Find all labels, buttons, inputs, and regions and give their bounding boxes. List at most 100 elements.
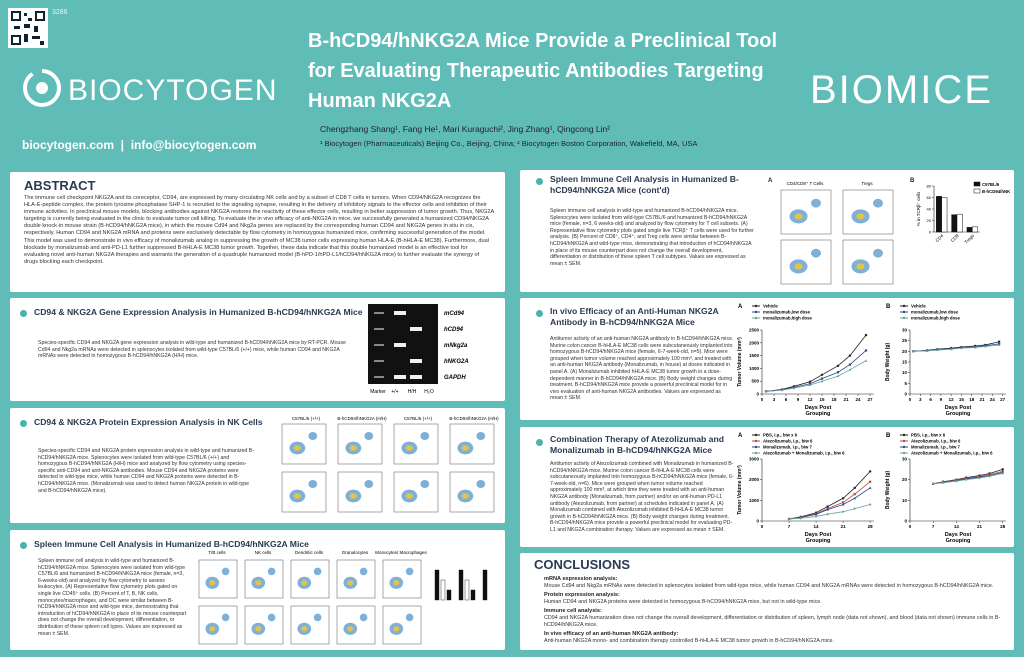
flow-plot xyxy=(337,423,383,465)
conclusions-list: mRNA expression analysis: Mouse Cd94 and … xyxy=(544,574,1006,645)
group-label: C57BL/6 (+/+) xyxy=(292,416,321,421)
data-point xyxy=(820,379,824,383)
x-tick-label: 12 xyxy=(807,397,813,402)
x-tick-label: 15 xyxy=(819,397,825,402)
data-point xyxy=(836,371,840,374)
plot-label: T/B cells xyxy=(208,550,226,555)
flow-plot xyxy=(842,189,894,235)
plot-label: Tregs xyxy=(861,181,873,186)
legend-marker xyxy=(754,445,758,449)
lane-label: Marker xyxy=(370,389,386,395)
x-tick-label: 24 xyxy=(990,397,996,402)
flow-density xyxy=(221,567,230,576)
flow-density xyxy=(347,626,354,632)
conclusion-text: CD94 and NKG2A humanization does not cha… xyxy=(544,615,1001,628)
flow-density xyxy=(293,493,301,499)
legend-label: Vehicle xyxy=(763,304,778,309)
legend-marker xyxy=(754,316,758,320)
panel-title: CD94 & NKG2A Gene Expression Analysis in… xyxy=(34,307,363,317)
group-label: B-hCD94/hNKG2A (H/H) xyxy=(337,416,387,421)
x-tick-label: 7 xyxy=(788,524,791,529)
flow-density xyxy=(476,480,486,488)
x-tick-label: 14 xyxy=(814,524,820,529)
x-tick-label: 3 xyxy=(773,397,776,402)
series-line xyxy=(765,360,867,392)
data-point xyxy=(787,517,791,521)
data-point xyxy=(808,380,812,383)
y-axis-label: Body Weight (g) xyxy=(885,343,891,382)
data-point xyxy=(820,377,824,380)
bullet xyxy=(536,310,543,317)
poster-title: B-hCD94/hNKG2A Mice Provide a Preclinica… xyxy=(308,30,778,112)
flow-density xyxy=(794,213,803,220)
legend-swatch xyxy=(973,188,981,194)
flow-density xyxy=(267,567,276,576)
bar xyxy=(956,213,963,233)
flow-plot xyxy=(780,239,832,285)
data-point xyxy=(868,470,872,473)
authors: Chengzhang Shang¹, Fang He¹, Mari Kuragu… xyxy=(320,124,611,134)
panel-caption: Spleen immune cell analysis in wild-type… xyxy=(38,558,187,637)
flow-plot xyxy=(337,471,383,513)
group-label: B-hCD94/hNKG2A (H/H) xyxy=(449,416,499,421)
data-point xyxy=(814,515,818,518)
flow-density xyxy=(301,580,308,586)
x-tick-label: 3 xyxy=(919,397,922,402)
y-tick-label: 2000 xyxy=(749,340,760,345)
y-tick-label: 500 xyxy=(751,379,759,384)
y-axis-label: % in TCRβ⁺ cells xyxy=(916,191,921,226)
flow-density xyxy=(255,580,262,586)
data-point xyxy=(936,348,939,352)
flow-density xyxy=(313,613,322,622)
protein-panel: CD94 & NKG2A Protein Expression Analysis… xyxy=(10,408,505,523)
spleen-panel: Spleen Immune Cell Analysis in Humanized… xyxy=(10,530,505,650)
y-tick-label: 5 xyxy=(904,381,907,386)
x-tick-label: 18 xyxy=(969,397,975,402)
legend-marker xyxy=(754,451,758,455)
panel-label: B xyxy=(910,178,915,184)
x-axis-label: Days Post Grouping xyxy=(945,405,972,417)
panel-caption: Spleen immune cell analysis in wild-type… xyxy=(550,208,754,267)
mini-bar xyxy=(470,589,476,601)
y-tick-label: 1000 xyxy=(749,366,760,371)
legend-marker xyxy=(902,445,906,449)
flow-plot xyxy=(780,189,832,235)
legend-label: Atezolizumab + Monalizumab, i.p., biw 6 xyxy=(911,451,993,456)
panel-caption: Antitumor activity of an anti-human NKG2… xyxy=(550,336,734,402)
flow-density xyxy=(359,567,368,576)
data-point xyxy=(864,333,868,337)
panel-title: Spleen Immune Cell Analysis in Humanized… xyxy=(34,539,309,549)
y-tick-label: 40 xyxy=(927,207,932,212)
qr-code xyxy=(8,8,48,48)
y-tick-label: 10 xyxy=(902,370,908,375)
flow-density xyxy=(856,213,865,220)
panel-title: Combination Therapy of Atezolizumab and … xyxy=(550,434,724,455)
flow-plot xyxy=(382,559,422,599)
data-point xyxy=(792,386,796,390)
data-point xyxy=(912,349,915,353)
x-tick-label: 27 xyxy=(1000,397,1006,402)
flow-plot xyxy=(393,423,439,465)
y-tick-label: 30 xyxy=(902,457,908,462)
flow-plot xyxy=(244,559,284,599)
lane-label: H₂O xyxy=(424,389,434,395)
plot-label: NK cells xyxy=(255,550,272,555)
data-point xyxy=(764,390,768,393)
gel-label: mNkg2a xyxy=(444,343,468,349)
series-line xyxy=(913,341,1000,352)
x-tick-label: 7 xyxy=(932,524,935,529)
bar xyxy=(941,197,948,233)
y-tick-label: 60 xyxy=(927,195,932,200)
y-tick-label: 1000 xyxy=(749,498,760,503)
legend-marker xyxy=(902,316,906,320)
element xyxy=(24,13,27,16)
spleen2-panel: Spleen Immune Cell Analysis in Humanized… xyxy=(520,170,1014,292)
poster-id: 3286 xyxy=(52,9,68,16)
plot-label: Granulocytes xyxy=(342,550,369,555)
data-point xyxy=(808,383,812,387)
flow-plot xyxy=(281,471,327,513)
y-tick-label: 0 xyxy=(904,392,907,397)
flow-density xyxy=(393,626,400,632)
x-tick-label: 21 xyxy=(979,397,985,402)
